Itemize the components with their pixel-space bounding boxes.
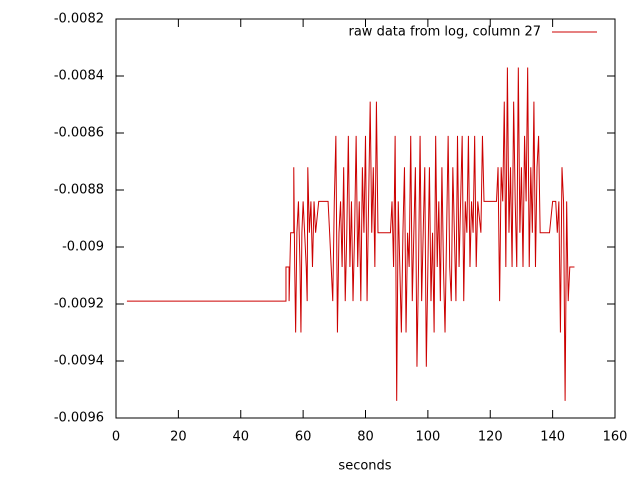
x-axis-label: seconds [338, 459, 391, 474]
y-tick-label: -0.009 [62, 240, 104, 255]
x-tick-label: 0 [112, 430, 120, 445]
y-tick-label: -0.0086 [54, 126, 104, 141]
plot-border [115, 18, 616, 419]
data-line [126, 67, 575, 401]
x-tick-label: 120 [478, 430, 503, 445]
legend-label: raw data from log, column 27 [349, 25, 542, 40]
x-tick-label: 80 [357, 430, 374, 445]
x-tick-label: 40 [232, 430, 249, 445]
x-tick-label: 20 [170, 430, 187, 445]
x-tick-label: 160 [603, 430, 628, 445]
y-tick-label: -0.0088 [54, 183, 104, 198]
x-tick-label: 140 [540, 430, 565, 445]
y-tick-label: -0.0092 [54, 297, 104, 312]
x-tick-label: 60 [295, 430, 312, 445]
y-tick-label: -0.0096 [54, 411, 104, 426]
y-tick-label: -0.0084 [54, 69, 104, 84]
y-tick-label: -0.0082 [54, 12, 104, 27]
x-tick-label: 100 [415, 430, 440, 445]
y-tick-label: -0.0094 [54, 354, 104, 369]
